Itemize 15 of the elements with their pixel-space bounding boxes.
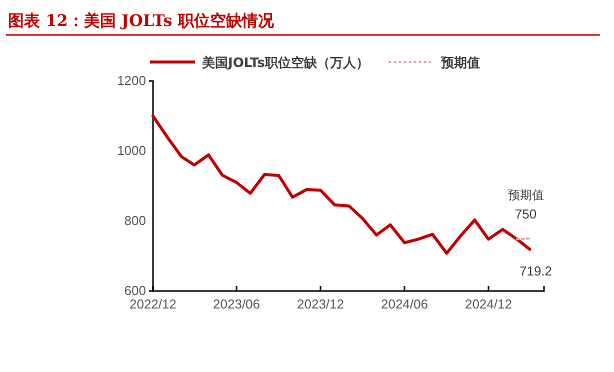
- chart-title: 图表 12：美国 JOLTs 职位空缺情况: [8, 11, 275, 30]
- x-tick-label: 2022/12: [130, 296, 176, 312]
- legend-label: 预期值: [440, 56, 480, 71]
- x-tick-label: 2023/06: [213, 296, 260, 312]
- legend-label: 美国JOLTs职位空缺（万人）: [201, 55, 369, 71]
- y-tick-label: 1200: [117, 73, 146, 88]
- x-tick-label: 2024/06: [380, 296, 428, 312]
- y-tick-label: 800: [124, 213, 146, 228]
- x-tick-label: 2024/12: [464, 296, 512, 312]
- y-tick-label: 600: [124, 283, 146, 298]
- x-tick-label: 2023/12: [297, 296, 344, 312]
- data-label: 750: [514, 206, 537, 222]
- y-tick-label: 1000: [117, 143, 146, 158]
- data-label: 719.2: [520, 263, 552, 278]
- annotation: 预期值: [508, 188, 544, 202]
